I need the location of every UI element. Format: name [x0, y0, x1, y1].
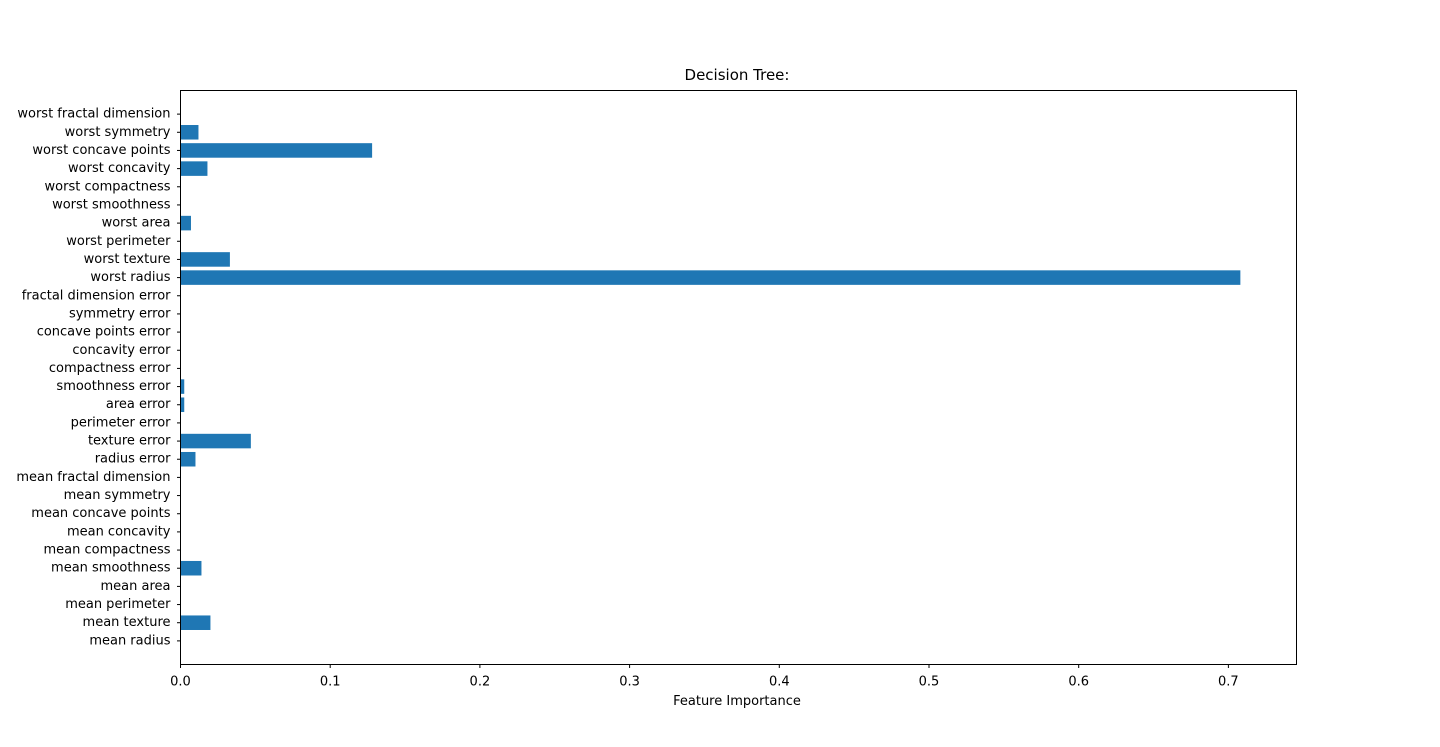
y-tick-label: worst perimeter: [66, 234, 171, 249]
bar-mean-smoothness: [180, 560, 202, 576]
y-tick-label: mean symmetry: [64, 488, 171, 503]
y-tick-label: mean compactness: [43, 543, 170, 558]
x-axis-ticks: 0.0 0.1 0.2 0.3 0.4 0.5 0.6 0.7: [170, 664, 1239, 690]
y-tick-label: compactness error: [49, 361, 171, 376]
y-tick-label: worst texture: [84, 252, 171, 267]
bars-layer: [180, 125, 1241, 630]
x-tick-label: 0.1: [320, 675, 341, 690]
y-tick-label: mean concave points: [31, 506, 170, 521]
y-tick-label: mean radius: [89, 633, 170, 648]
y-tick-label: mean smoothness: [51, 561, 171, 576]
y-tick-label: fractal dimension error: [22, 288, 171, 303]
x-tick-label: 0.6: [1068, 675, 1089, 690]
bar-worst-concavity: [180, 161, 208, 176]
y-tick-label: worst fractal dimension: [17, 107, 170, 122]
y-tick-label: concavity error: [72, 343, 171, 358]
y-tick-label: mean perimeter: [65, 597, 171, 612]
y-tick-label: texture error: [88, 434, 171, 449]
x-tick-label: 0.5: [919, 675, 940, 690]
x-tick-label: 0.2: [470, 675, 491, 690]
y-tick-label: smoothness error: [56, 379, 171, 394]
x-tick-label: 0.4: [769, 675, 790, 690]
bar-worst-radius: [180, 270, 1241, 285]
y-tick-label: radius error: [95, 452, 171, 467]
bar-mean-texture: [180, 615, 211, 630]
y-tick-label: perimeter error: [71, 415, 172, 430]
y-tick-label: concave points error: [37, 325, 171, 340]
y-tick-label: worst concave points: [32, 143, 170, 158]
x-tick-label: 0.7: [1218, 675, 1239, 690]
y-tick-label: worst symmetry: [65, 125, 171, 140]
bar-worst-area: [180, 215, 191, 231]
bar-worst-concave-points: [180, 143, 373, 158]
x-tick-label: 0.3: [619, 675, 640, 690]
y-tick-label: worst radius: [90, 270, 170, 285]
y-tick-label: mean fractal dimension: [16, 470, 170, 485]
y-tick-label: symmetry error: [69, 306, 171, 321]
y-tick-label: mean concavity: [67, 524, 171, 539]
bar-worst-symmetry: [180, 125, 199, 140]
bar-radius-error: [180, 451, 196, 467]
y-tick-label: worst concavity: [68, 161, 171, 176]
x-axis-label: Feature Importance: [673, 694, 801, 709]
y-tick-label: worst area: [102, 216, 171, 231]
bar-worst-texture: [180, 252, 230, 267]
x-tick-label: 0.0: [170, 675, 191, 690]
y-tick-label: area error: [106, 397, 171, 412]
chart-title: Decision Tree:: [685, 66, 790, 84]
y-tick-label: mean texture: [83, 615, 171, 630]
y-tick-label: worst smoothness: [52, 197, 171, 212]
y-axis-ticks: mean radius mean texture mean perimeter mea…: [16, 107, 181, 648]
y-tick-label: worst compactness: [45, 179, 171, 194]
bar-area-error: [180, 397, 185, 413]
y-tick-label: mean area: [101, 579, 171, 594]
bar-texture-error: [180, 433, 251, 449]
bar-smoothness-error: [180, 379, 185, 394]
plot-area-frame: [180, 90, 1297, 665]
